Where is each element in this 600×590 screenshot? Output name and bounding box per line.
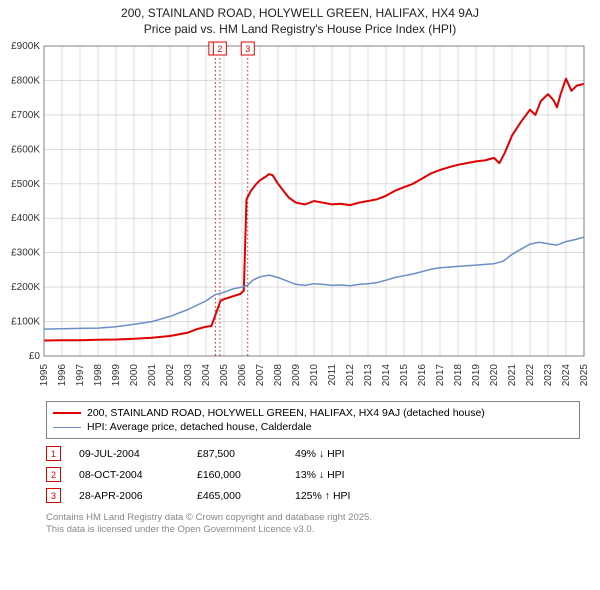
x-tick-label: 1998 xyxy=(93,364,104,387)
legend-row: HPI: Average price, detached house, Cald… xyxy=(53,420,573,434)
y-tick-label: £300K xyxy=(11,248,40,259)
sales-row: 3 28-APR-2006 £465,000 125% ↑ HPI xyxy=(46,485,580,506)
chart-svg: £0 £100K £200K £300K £400K £500K £600K £700K £80… xyxy=(0,40,590,390)
x-tick-label: 2008 xyxy=(273,364,284,387)
sales-date: 09-JUL-2004 xyxy=(79,448,179,460)
sales-marker: 3 xyxy=(46,488,61,503)
x-tick-label: 2015 xyxy=(399,364,410,387)
y-tick-label: £700K xyxy=(11,110,40,121)
sales-diff: 125% ↑ HPI xyxy=(295,490,395,502)
x-tick-label: 2013 xyxy=(363,364,374,387)
x-tick-label: 2005 xyxy=(219,364,230,387)
sales-diff: 49% ↓ HPI xyxy=(295,448,395,460)
sales-row: 1 09-JUL-2004 £87,500 49% ↓ HPI xyxy=(46,443,580,464)
y-tick-label: £0 xyxy=(29,351,41,362)
y-tick-label: £500K xyxy=(11,179,40,190)
x-tick-label: 1999 xyxy=(111,364,122,387)
x-tick-label: 2007 xyxy=(255,364,266,387)
y-tick-label: £400K xyxy=(11,213,40,224)
y-tick-label: £900K xyxy=(11,41,40,52)
x-tick-label: 2014 xyxy=(381,364,392,387)
title-subtitle: Price paid vs. HM Land Registry's House … xyxy=(0,20,600,36)
x-tick-label: 2006 xyxy=(237,364,248,387)
title-address: 200, STAINLAND ROAD, HOLYWELL GREEN, HAL… xyxy=(0,0,600,20)
x-tick-label: 2003 xyxy=(183,364,194,387)
sales-table: 1 09-JUL-2004 £87,500 49% ↓ HPI 2 08-OCT-2004… xyxy=(46,443,580,506)
footer-line2: This data is licensed under the Open Gov… xyxy=(46,524,580,536)
x-tick-label: 2001 xyxy=(147,364,158,387)
x-tick-label: 2004 xyxy=(201,364,212,387)
x-tick-label: 2021 xyxy=(507,364,518,387)
x-tick-label: 1997 xyxy=(75,364,86,387)
legend-row: 200, STAINLAND ROAD, HOLYWELL GREEN, HAL… xyxy=(53,406,573,420)
x-tick-label: 2017 xyxy=(435,364,446,387)
sales-date: 08-OCT-2004 xyxy=(79,469,179,481)
x-tick-label: 2024 xyxy=(561,364,572,387)
legend-label: HPI: Average price, detached house, Cald… xyxy=(87,421,312,433)
legend-swatch xyxy=(53,412,81,414)
x-tick-label: 2022 xyxy=(525,364,536,387)
sales-row: 2 08-OCT-2004 £160,000 13% ↓ HPI xyxy=(46,464,580,485)
sales-price: £160,000 xyxy=(197,469,277,481)
legend: 200, STAINLAND ROAD, HOLYWELL GREEN, HAL… xyxy=(46,401,580,439)
x-tick-label: 1995 xyxy=(39,364,50,387)
sales-price: £465,000 xyxy=(197,490,277,502)
x-tick-label: 2019 xyxy=(471,364,482,387)
footer-line1: Contains HM Land Registry data © Crown c… xyxy=(46,512,580,524)
page-root: 200, STAINLAND ROAD, HOLYWELL GREEN, HAL… xyxy=(0,0,600,590)
sales-marker: 2 xyxy=(46,467,61,482)
x-tick-label: 2018 xyxy=(453,364,464,387)
x-tick-label: 2009 xyxy=(291,364,302,387)
y-tick-label: £800K xyxy=(11,75,40,86)
sale-marker-label: 2 xyxy=(217,44,222,54)
x-tick-label: 2000 xyxy=(129,364,140,387)
legend-label: 200, STAINLAND ROAD, HOLYWELL GREEN, HAL… xyxy=(87,407,485,419)
x-tick-label: 1996 xyxy=(57,364,68,387)
x-tick-label: 2020 xyxy=(489,364,500,387)
x-tick-label: 2011 xyxy=(327,364,338,386)
footer-attribution: Contains HM Land Registry data © Crown c… xyxy=(46,512,580,537)
x-tick-label: 2025 xyxy=(579,364,590,387)
sales-diff: 13% ↓ HPI xyxy=(295,469,395,481)
legend-swatch xyxy=(53,427,81,428)
y-tick-label: £600K xyxy=(11,144,40,155)
x-tick-label: 2012 xyxy=(345,364,356,387)
x-tick-label: 2023 xyxy=(543,364,554,387)
x-tick-label: 2002 xyxy=(165,364,176,387)
x-tick-label: 2016 xyxy=(417,364,428,387)
sale-marker-label: 3 xyxy=(245,44,250,54)
x-tick-label: 2010 xyxy=(309,364,320,387)
chart-area: £0 £100K £200K £300K £400K £500K £600K £700K £80… xyxy=(0,40,590,395)
y-tick-label: £200K xyxy=(11,282,40,293)
y-tick-label: £100K xyxy=(11,317,40,328)
sales-marker: 1 xyxy=(46,446,61,461)
sales-price: £87,500 xyxy=(197,448,277,460)
sales-date: 28-APR-2006 xyxy=(79,490,179,502)
